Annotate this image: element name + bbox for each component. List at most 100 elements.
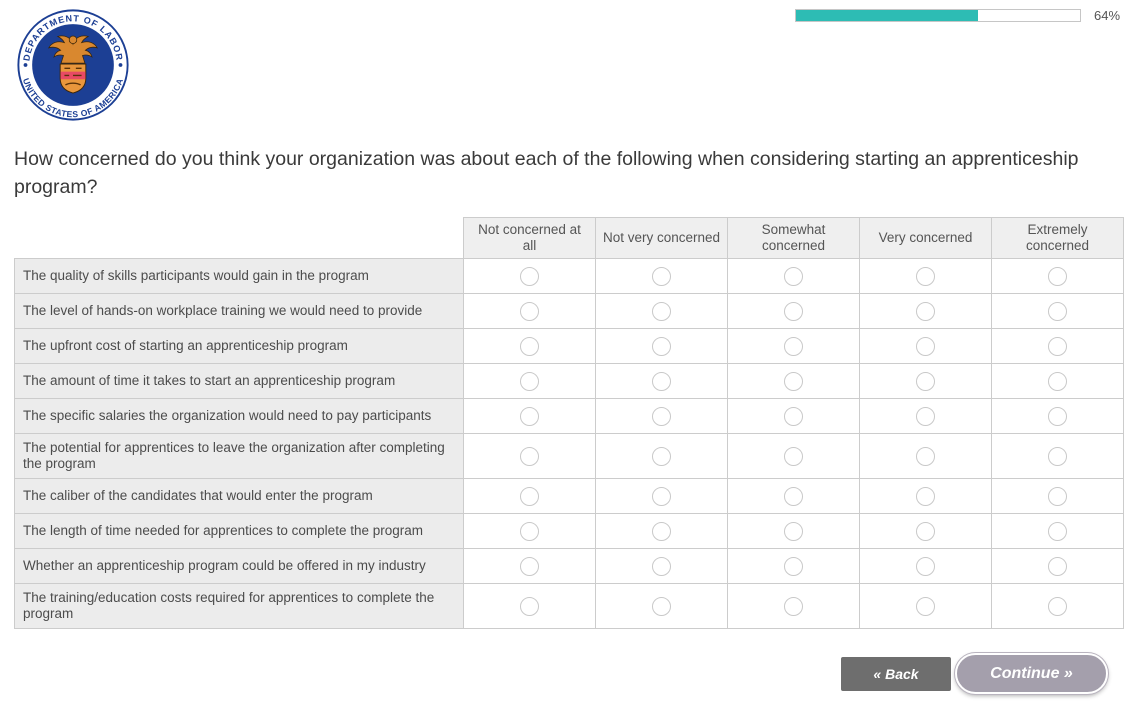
radio-button[interactable] [916, 446, 935, 466]
radio-button[interactable] [784, 301, 803, 321]
radio-button[interactable] [1048, 266, 1067, 286]
shield-icon [59, 63, 87, 94]
radio-button[interactable] [520, 371, 539, 391]
answer-cell [991, 513, 1124, 549]
answer-cell [859, 513, 992, 549]
answer-cell [727, 478, 860, 514]
answer-cell [991, 293, 1124, 329]
row-label: The amount of time it takes to start an … [14, 363, 464, 399]
radio-button[interactable] [652, 521, 671, 541]
radio-button[interactable] [652, 266, 671, 286]
radio-button[interactable] [652, 301, 671, 321]
radio-button[interactable] [520, 486, 539, 506]
radio-button[interactable] [784, 266, 803, 286]
radio-button[interactable] [916, 371, 935, 391]
answer-cell [595, 478, 728, 514]
answer-cell [859, 433, 992, 479]
radio-button[interactable] [520, 266, 539, 286]
radio-button[interactable] [916, 486, 935, 506]
answer-cell [463, 363, 596, 399]
radio-button[interactable] [784, 521, 803, 541]
dol-seal-logo: DEPARTMENT OF LABOR UNITED STATES OF AME… [16, 8, 130, 122]
radio-button[interactable] [784, 596, 803, 616]
radio-button[interactable] [652, 596, 671, 616]
radio-button[interactable] [520, 336, 539, 356]
radio-button[interactable] [1048, 371, 1067, 391]
progress-track [795, 9, 1081, 22]
answer-cell [991, 433, 1124, 479]
progress-fill [796, 10, 978, 21]
radio-button[interactable] [916, 521, 935, 541]
radio-button[interactable] [520, 406, 539, 426]
answer-cell [727, 513, 860, 549]
table-row: The specific salaries the organization w… [14, 398, 1124, 434]
answer-cell [595, 548, 728, 584]
answer-cell [595, 258, 728, 294]
radio-button[interactable] [784, 336, 803, 356]
matrix-corner-cell [14, 217, 464, 259]
radio-button[interactable] [520, 556, 539, 576]
radio-button[interactable] [916, 596, 935, 616]
answer-cell [859, 548, 992, 584]
table-row: The caliber of the candidates that would… [14, 478, 1124, 514]
row-label: Whether an apprenticeship program could … [14, 548, 464, 584]
answer-cell [727, 293, 860, 329]
radio-button[interactable] [1048, 486, 1067, 506]
eagle-icon [47, 35, 99, 64]
radio-button[interactable] [784, 556, 803, 576]
answer-cell [727, 583, 860, 629]
radio-button[interactable] [652, 406, 671, 426]
radio-button[interactable] [1048, 336, 1067, 356]
radio-button[interactable] [784, 446, 803, 466]
continue-button[interactable]: Continue » [955, 653, 1108, 694]
answer-cell [991, 328, 1124, 364]
answer-cell [463, 583, 596, 629]
radio-button[interactable] [916, 556, 935, 576]
table-row: The level of hands-on workplace training… [14, 293, 1124, 329]
radio-button[interactable] [784, 406, 803, 426]
back-button[interactable]: « Back [841, 656, 951, 691]
radio-button[interactable] [1048, 596, 1067, 616]
column-header-not-concerned-at-all: Not concerned at all [463, 217, 596, 259]
radio-button[interactable] [520, 301, 539, 321]
answer-cell [463, 513, 596, 549]
matrix-table: Not concerned at all Not very concerned … [14, 217, 1124, 629]
answer-cell [727, 548, 860, 584]
answer-cell [859, 583, 992, 629]
answer-cell [595, 293, 728, 329]
radio-button[interactable] [520, 446, 539, 466]
radio-button[interactable] [784, 486, 803, 506]
radio-button[interactable] [1048, 446, 1067, 466]
radio-button[interactable] [652, 446, 671, 466]
radio-button[interactable] [784, 371, 803, 391]
table-row: The amount of time it takes to start an … [14, 363, 1124, 399]
radio-button[interactable] [520, 521, 539, 541]
radio-button[interactable] [1048, 521, 1067, 541]
answer-cell [859, 293, 992, 329]
answer-cell [727, 258, 860, 294]
navigation-buttons: « Back Continue » [841, 653, 1108, 694]
answer-cell [595, 363, 728, 399]
radio-button[interactable] [916, 406, 935, 426]
radio-button[interactable] [652, 486, 671, 506]
row-label: The level of hands-on workplace training… [14, 293, 464, 329]
row-label: The training/education costs required fo… [14, 583, 464, 629]
radio-button[interactable] [652, 336, 671, 356]
row-label: The specific salaries the organization w… [14, 398, 464, 434]
radio-button[interactable] [916, 266, 935, 286]
radio-button[interactable] [652, 556, 671, 576]
radio-button[interactable] [520, 596, 539, 616]
answer-cell [859, 328, 992, 364]
answer-cell [859, 398, 992, 434]
column-header-very-concerned: Very concerned [859, 217, 992, 259]
radio-button[interactable] [916, 336, 935, 356]
radio-button[interactable] [1048, 406, 1067, 426]
radio-button[interactable] [1048, 556, 1067, 576]
answer-cell [991, 583, 1124, 629]
radio-button[interactable] [652, 371, 671, 391]
answer-cell [727, 363, 860, 399]
progress-percent-label: 64% [1094, 8, 1121, 23]
radio-button[interactable] [1048, 301, 1067, 321]
radio-button[interactable] [916, 301, 935, 321]
answer-cell [595, 328, 728, 364]
